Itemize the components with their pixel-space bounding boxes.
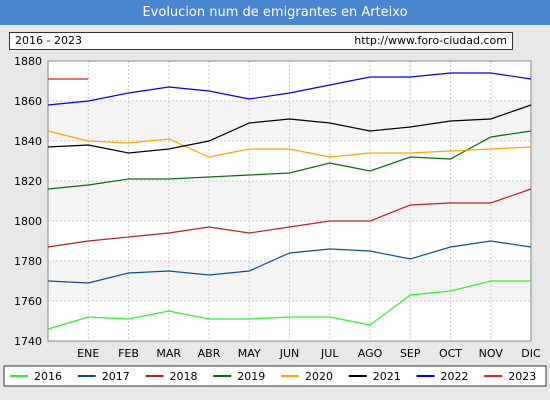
series-line-2022: [47, 72, 532, 106]
y-tick-label: 1840: [14, 135, 42, 148]
legend-label-2019: 2019: [237, 370, 265, 383]
y-tick-label: 1780: [14, 255, 42, 268]
x-tick-label: SEP: [400, 347, 421, 360]
legend-label-2020: 2020: [305, 370, 333, 383]
series-line-2020: [47, 130, 532, 158]
y-tick-label: 1820: [14, 175, 42, 188]
y-tick-label: 1860: [14, 95, 42, 108]
legend-label-2016: 2016: [34, 370, 62, 383]
y-tick-label: 1760: [14, 295, 42, 308]
x-tick-label: NOV: [479, 347, 504, 360]
series-lines: [47, 72, 532, 330]
x-tick-label: JUN: [279, 347, 300, 360]
x-tick-label: MAY: [238, 347, 261, 360]
legend-label-2021: 2021: [373, 370, 401, 383]
series-line-2017: [47, 240, 532, 284]
legend-label-2018: 2018: [170, 370, 198, 383]
series-line-2018: [47, 188, 532, 248]
x-tick-label: FEB: [118, 347, 139, 360]
chart-title: Evolucion num de emigrantes en Arteixo: [0, 0, 550, 25]
y-tick-label: 1800: [14, 215, 42, 228]
legend-label-2022: 2022: [441, 370, 469, 383]
x-tick-label: OCT: [439, 347, 462, 360]
info-bar: 2016 - 2023 http://www.foro-ciudad.com: [9, 32, 513, 50]
plot-border: [47, 60, 532, 342]
x-tick-label: MAR: [156, 347, 181, 360]
y-tick-label: 1740: [14, 335, 42, 348]
legend-box: [3, 365, 547, 387]
x-tick-labels: ENE FEB MAR ABR MAY JUN JUL AGO SEP OCT NOV DIC: [77, 347, 541, 360]
source-url: http://www.foro-ciudad.com: [354, 34, 507, 47]
x-tick-label: ENE: [77, 347, 99, 360]
x-tick-label: ABR: [198, 347, 221, 360]
series-line-2021: [47, 104, 532, 154]
x-tick-label: AGO: [358, 347, 383, 360]
legend-label-2017: 2017: [102, 370, 130, 383]
series-line-2019: [47, 130, 532, 190]
axes: [47, 60, 532, 342]
period-label: 2016 - 2023: [15, 34, 82, 47]
x-tick-label: JUL: [320, 347, 339, 360]
y-tick-labels: 1740 1760 1780 1800 1820 1840 1860 1880: [14, 55, 42, 348]
y-tick-label: 1880: [14, 55, 42, 68]
legend-label-2023: 2023: [508, 370, 536, 383]
x-tick-label: DIC: [521, 347, 541, 360]
series-line-2016: [47, 280, 531, 330]
legend: 2016 2017 2018 2019 2020 2021 2022 2023: [3, 365, 547, 387]
